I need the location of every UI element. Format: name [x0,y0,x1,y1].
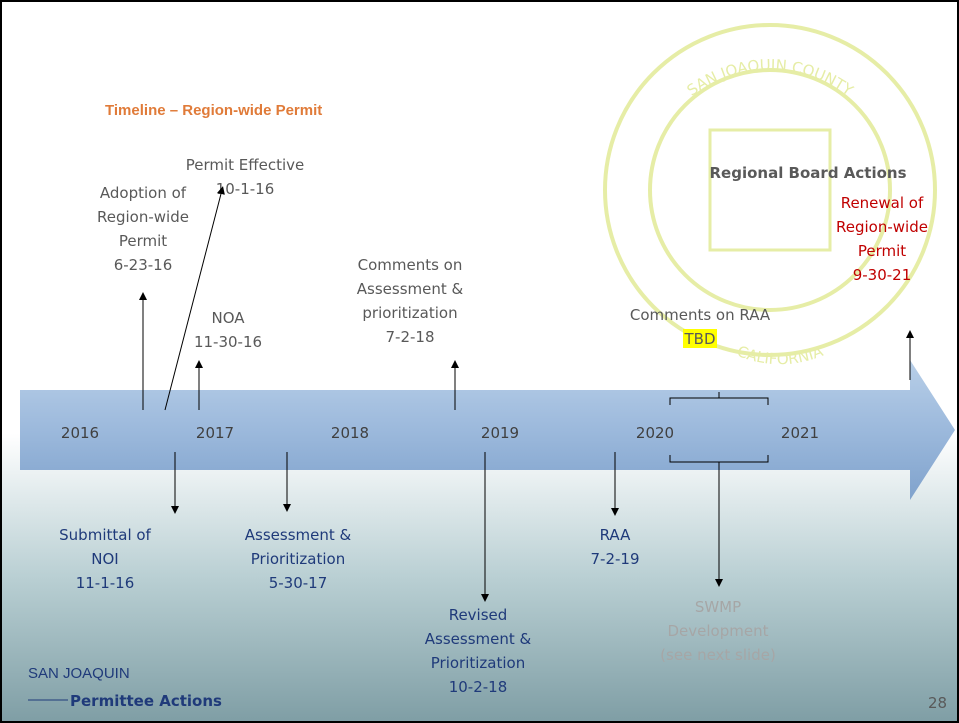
label-line: Permit [858,242,906,260]
label-line: 10-2-18 [449,678,508,696]
label-line: Comments on RAA [630,306,771,324]
seal [603,23,937,357]
label-line: Revised [449,606,508,624]
label-line: 11-1-16 [76,574,135,592]
label-line: Region-wide [836,218,928,236]
below-label: Revised Assessment & Prioritization 10-2-18 [425,606,532,696]
label-line: NOI [91,550,118,568]
year-label: 2018 [331,424,369,442]
above-label: Permit Effective 10-1-16 [186,156,305,198]
label-line: 10-1-16 [216,180,275,198]
timeline-arrow [20,360,955,500]
label-line: TBD [683,330,715,348]
label-line: 7-2-18 [386,328,435,346]
above-label: Comments on Assessment & prioritization 7-2… [357,256,464,346]
label-line: 11-30-16 [194,333,262,351]
section-header: Regional Board Actions [709,164,906,182]
label-line: Comments on [358,256,463,274]
label-line: 5-30-17 [269,574,328,592]
below-label: Assessment & Prioritization 5-30-17 [245,526,352,592]
logo: SAN JOAQUIN [28,665,130,682]
label-line: Region-wide [97,208,189,226]
label-line: Prioritization [431,654,525,672]
label-line: Renewal of [841,194,924,212]
above-label: Comments on RAA TBD [630,306,771,348]
highlight [683,329,717,348]
label-line: prioritization [362,304,457,322]
above-label: Adoption of Region-wide Permit 6-23-16 [97,184,189,274]
below-label: Submittal of NOI 11-1-16 [59,526,151,592]
below-label: SWMP Development (see next slide) [660,598,776,664]
year-label: 2017 [196,424,234,442]
label-line: Assessment & [245,526,352,544]
page-number: 28 [928,694,947,712]
label-line: Assessment & [357,280,464,298]
label-line: (see next slide) [660,646,776,664]
label-line: Prioritization [251,550,345,568]
label-line: Assessment & [425,630,532,648]
label-line: RAA [600,526,631,544]
label-line: 7-2-19 [591,550,640,568]
year-label: 2020 [636,424,674,442]
connector [164,186,225,411]
footer-label: Permittee Actions [70,692,222,710]
below-label: RAA 7-2-19 [591,526,640,568]
label-line: Permit [119,232,167,250]
label-line: Development [668,622,769,640]
year-label: 2019 [481,424,519,442]
label-line: 9-30-21 [853,266,912,284]
label-line: 6-23-16 [114,256,173,274]
label-line: Submittal of [59,526,151,544]
year-label: 2016 [61,424,99,442]
title: Timeline – Region-wide Permit [105,102,322,119]
label-line: SWMP [695,598,741,616]
above-label: NOA 11-30-16 [194,309,262,351]
above-label: Renewal of Region-wide Permit 9-30-21 [836,194,928,284]
label-line: Permit Effective [186,156,305,174]
label-line: Adoption of [100,184,187,202]
year-label: 2021 [781,424,819,442]
label-line: NOA [211,309,245,327]
